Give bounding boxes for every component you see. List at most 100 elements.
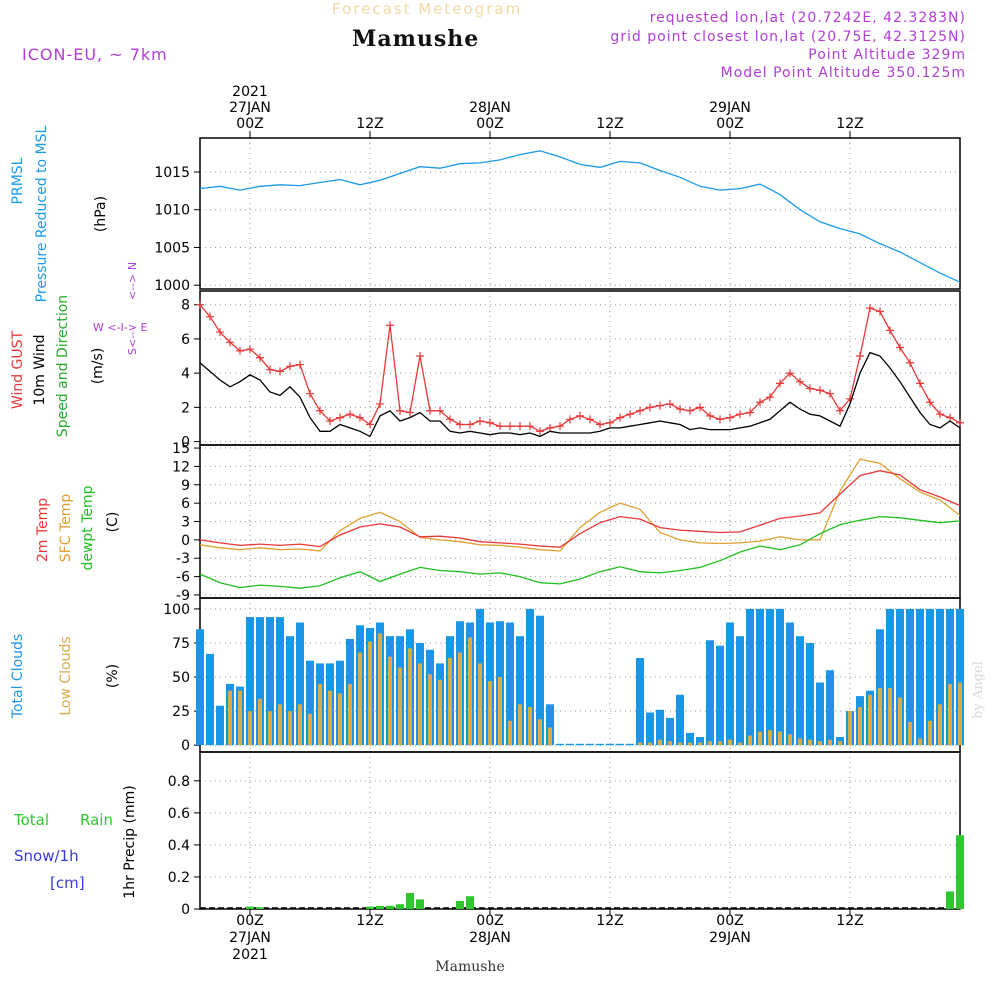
low-cloud-bar xyxy=(268,711,272,746)
total-cloud-bar xyxy=(206,653,214,746)
t2m-line xyxy=(199,470,961,548)
total-cloud-bar xyxy=(306,660,314,746)
gust-marker xyxy=(836,406,844,415)
gust-marker xyxy=(436,406,444,415)
gust-marker xyxy=(756,398,764,407)
gust-marker xyxy=(516,422,524,431)
gust-marker xyxy=(236,346,244,355)
total-cloud-bar xyxy=(606,743,614,746)
y-tick-label: 0.8 xyxy=(168,774,190,790)
total-cloud-bar xyxy=(796,636,804,746)
total-cloud-bar xyxy=(666,717,674,746)
gust-marker xyxy=(296,360,304,369)
low-cloud-bar xyxy=(518,704,522,746)
panel-frame-pressure xyxy=(199,137,961,290)
gust-marker xyxy=(576,411,584,420)
precip-snow-unit: [cm] xyxy=(50,874,85,892)
gust-marker xyxy=(726,413,734,422)
rain-bar xyxy=(246,906,254,909)
gust-marker xyxy=(936,410,944,419)
total-cloud-bar xyxy=(216,705,224,746)
low-cloud-bar xyxy=(708,741,712,746)
total-cloud-bar xyxy=(686,732,694,746)
gust-marker xyxy=(816,386,824,395)
time-label-top: 00Z xyxy=(236,116,263,132)
gust-marker xyxy=(286,362,294,371)
gust-marker xyxy=(736,410,744,419)
time-label-top: 12Z xyxy=(836,116,863,132)
time-label-bottom: 27JAN xyxy=(229,930,271,946)
low-cloud-bar xyxy=(258,698,262,746)
y-tick-label: 4 xyxy=(181,366,190,382)
total-cloud-bar xyxy=(906,608,914,746)
total-cloud-bar xyxy=(256,617,264,746)
y-tick-label: 50 xyxy=(172,670,190,686)
total-cloud-bar xyxy=(946,608,954,746)
gust-marker xyxy=(926,398,934,407)
low-cloud-bar xyxy=(448,658,452,746)
y-tick-label: 0 xyxy=(181,738,190,754)
total-cloud-bar xyxy=(556,743,564,746)
product-title: Forecast Meteogram xyxy=(332,0,523,18)
low-cloud-bar xyxy=(948,683,952,746)
gust-marker xyxy=(566,415,574,424)
low-cloud-bar xyxy=(388,656,392,746)
low-cloud-bar xyxy=(248,711,252,746)
compass-north: <--> N xyxy=(126,262,139,300)
y-tick-label: 1005 xyxy=(154,240,190,256)
total-cloud-bar xyxy=(296,622,304,746)
t2m-label: 2m Temp xyxy=(35,498,51,562)
y-tick-label: 1015 xyxy=(154,165,190,181)
total-cloud-bar xyxy=(566,743,574,746)
low-cloud-bar xyxy=(418,663,422,746)
low-cloud-bar xyxy=(368,641,372,746)
time-label-bottom: 29JAN xyxy=(709,930,751,946)
low-cloud-bar xyxy=(468,637,472,746)
gust-marker xyxy=(546,423,554,432)
dewpoint-label: dewpt Temp xyxy=(80,485,96,570)
y-tick-label: 0.6 xyxy=(168,806,190,822)
total-cloud-bar xyxy=(736,636,744,746)
gust-marker xyxy=(906,358,914,367)
low-cloud-bar xyxy=(298,704,302,746)
gust-marker xyxy=(266,365,274,374)
rain-bar xyxy=(396,904,404,909)
low-cloud-bar xyxy=(858,707,862,746)
low-cloud-bar xyxy=(438,679,442,746)
low-cloud-bar xyxy=(818,741,822,746)
gust-marker xyxy=(496,422,504,431)
dewpoint-line xyxy=(199,515,961,589)
gust-marker xyxy=(276,367,284,376)
low-cloud-bar xyxy=(508,720,512,746)
total-cloud-bar xyxy=(936,608,944,746)
cloud-unit: (%) xyxy=(105,664,121,688)
precip-rain-label: Rain xyxy=(80,811,113,829)
gust-marker xyxy=(886,326,894,335)
gust-marker xyxy=(666,399,674,408)
gust-marker xyxy=(916,379,924,388)
low-cloud-bar xyxy=(658,739,662,746)
y-tick-label: 0.4 xyxy=(168,838,190,854)
low-cloud-bar xyxy=(328,690,332,746)
gust-marker xyxy=(196,300,204,309)
gridpoint-coords: grid point closest lon,lat (20.75E, 42.3… xyxy=(610,29,966,45)
total-cloud-bar xyxy=(596,743,604,746)
gust-marker xyxy=(346,410,354,419)
gust-marker xyxy=(596,420,604,429)
compass-south: S<-- xyxy=(126,331,139,355)
total-cloud-bar xyxy=(826,670,834,746)
gust-marker xyxy=(456,420,464,429)
low-cloud-bar xyxy=(498,677,502,746)
y-tick-label: 1010 xyxy=(154,203,190,219)
total-cloud-bar xyxy=(816,682,824,746)
y-tick-label: 15 xyxy=(172,441,190,457)
total-cloud-bar xyxy=(746,608,754,746)
low-cloud-bar xyxy=(358,652,362,746)
pressure-unit: (hPa) xyxy=(93,196,109,232)
y-tick-label: -3 xyxy=(176,551,190,567)
gust-marker xyxy=(506,422,514,431)
model-altitude: Model Point Altitude 350.125m xyxy=(720,65,966,81)
rain-bar xyxy=(416,899,424,909)
total-cloud-bar xyxy=(506,622,514,746)
gust-marker xyxy=(826,389,834,398)
